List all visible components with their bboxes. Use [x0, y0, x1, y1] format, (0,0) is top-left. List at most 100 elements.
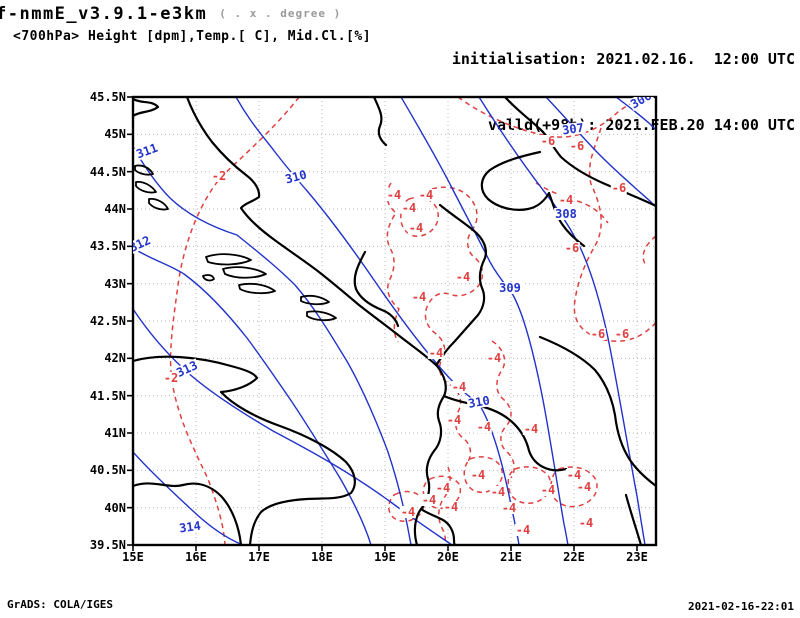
y-tick-label: 42.5N [89, 314, 126, 328]
x-tick-label: 16E [185, 550, 207, 564]
temp-contour-label: -4 [485, 351, 503, 365]
x-tick-label: 23E [626, 550, 648, 564]
temp-contour--4-h [550, 466, 598, 508]
temp-contour-label: -6 [613, 327, 631, 341]
temp-contour-label: -4 [500, 501, 518, 515]
temp-contour-label: -4 [469, 468, 487, 482]
temp-contour-label: -4 [427, 346, 445, 360]
island-dalmatia-2 [222, 266, 267, 279]
height-contour-label: 310 [466, 393, 492, 411]
island-kvarner-2 [135, 180, 157, 194]
border-bosnia-montenegro [353, 250, 400, 328]
temp-contour-label: -4 [442, 500, 460, 514]
height-contour-label: 306 [627, 97, 655, 111]
temp-contour--4-a [386, 182, 400, 343]
temp-contour-label: -4 [385, 188, 403, 202]
temp-contour-label: -2 [162, 371, 180, 385]
temp-contour-label: -6 [568, 139, 586, 153]
coastline-greece-se [624, 493, 643, 545]
border-bosnia-drina [435, 203, 487, 366]
height-contour-label: 311 [133, 140, 161, 162]
coastline-italy-west [133, 482, 243, 545]
temp-contour--4-g [507, 466, 552, 504]
island-dalmatia-3 [238, 282, 276, 295]
field-description: <700hPa> Height [dpm],Temp.[ C], Mid.Cl.… [13, 29, 372, 44]
coastline-italy-adriatic [133, 355, 356, 545]
height-contour-311 [133, 146, 412, 545]
x-tick-label: 15E [122, 550, 144, 564]
temp-contour-label: -6 [563, 241, 581, 255]
temp-contour-label: -4 [565, 468, 583, 482]
y-tick-label: 43N [104, 276, 126, 291]
coastline-istria [133, 97, 160, 118]
temp-contour--6-b [573, 127, 656, 342]
temp-contour--6-c [642, 235, 656, 265]
height-contour-label: 308 [554, 207, 578, 221]
temp-contour-label: -6 [539, 134, 557, 148]
y-tick-label: 42N [104, 351, 126, 366]
model-title-text: f-nmmE_v3.9.1-e3km [0, 4, 208, 24]
y-tick-label: 44N [104, 202, 126, 216]
y-tick-label: 45N [104, 127, 126, 142]
temp-contour-label: -6 [610, 181, 628, 195]
temp-contour-label: -4 [454, 270, 472, 284]
height-contour-label: 310 [283, 167, 309, 187]
temp-contour--4-b [400, 196, 439, 237]
coastlines [133, 97, 656, 545]
temp-contour--2 [169, 97, 300, 545]
x-tick-label: 20E [437, 550, 459, 564]
island-kvarner-1 [134, 164, 154, 176]
temp-contour-label: -4 [417, 188, 435, 202]
temp-contour--4-ne [535, 182, 609, 224]
temp-contour-label: -2 [210, 169, 228, 183]
y-tick-label: 39.5N [89, 538, 126, 552]
y-tick-label: 41N [104, 426, 126, 440]
island-dalmatia-4 [202, 274, 215, 282]
temp-contour-label: -4 [434, 481, 452, 495]
map-frame [131, 95, 658, 547]
contour-labels-layer: 306 307 308 309 310 310 311 312 313 314 -2 -2 -6 -6 -6… [133, 97, 656, 545]
temp-contour-label: -4 [410, 290, 428, 304]
temp-contour-label: -4 [575, 480, 593, 494]
x-tick-label: 18E [311, 550, 333, 564]
temp-contour-label: -4 [400, 201, 418, 215]
x-tick-label: 19E [374, 550, 396, 564]
temp-contour-label: -4 [577, 516, 595, 530]
temp-contour-label: -4 [489, 485, 507, 499]
temp-contour--4-d [491, 340, 515, 479]
creation-timestamp: 2021-02-16-22:01 [688, 600, 794, 613]
height-contour-309 [400, 97, 569, 545]
model-resolution-note: ( . x . degree ) [219, 7, 342, 20]
y-tick-label: 43.5N [89, 239, 126, 254]
temp-contour-label: -4 [399, 505, 417, 519]
temp-contour--4-j [438, 466, 451, 545]
coastline-croatia-albania [185, 97, 447, 545]
height-contour-label: 314 [177, 518, 203, 536]
border-sava-hook [480, 150, 586, 248]
height-contour-314 [133, 451, 244, 545]
x-tick-label: 21E [500, 550, 522, 564]
border-east-serbia [538, 335, 656, 488]
height-contour-label: 307 [560, 120, 586, 138]
height-contour-312 [133, 247, 372, 545]
border-north [372, 97, 388, 147]
initialisation-time: initialisation: 2021.02.16. 12:00 UTC [451, 50, 795, 68]
temp-contour--4-f [463, 456, 504, 494]
temp-contour-label: -4 [445, 413, 463, 427]
island-dalmatia-1 [205, 253, 252, 266]
temp-contour-label: -4 [407, 221, 425, 235]
temp-contour--4-i [388, 490, 425, 523]
y-tick-label: 41.5N [89, 388, 126, 403]
coastline-greece-nw [419, 507, 457, 545]
height-contour-label: 312 [133, 233, 154, 255]
y-tick-label: 45.5N [89, 90, 126, 104]
island-dalmatia-5 [300, 294, 330, 306]
y-tick-label: 40.5N [89, 463, 126, 478]
grads-credit: GrADS: COLA/IGES [7, 598, 113, 611]
temp-contour-label: -4 [539, 483, 557, 497]
island-kvarner-3 [148, 197, 169, 211]
model-title: f-nmmE_v3.9.1-e3km ( . x . degree ) [0, 4, 341, 24]
island-dalmatia-6 [306, 310, 337, 322]
